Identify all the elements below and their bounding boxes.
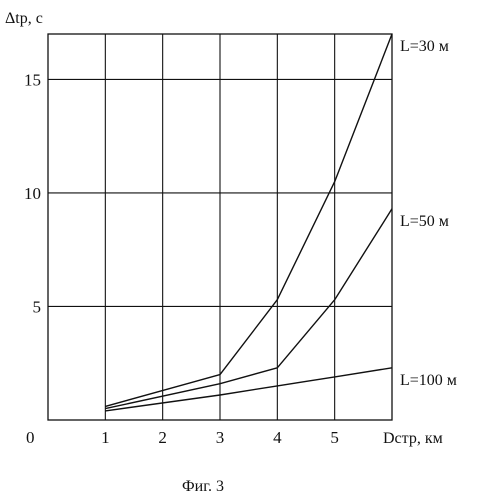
series-label-1: L=30 м xyxy=(400,38,449,55)
series-labels: L=30 м L=50 м L=100 м xyxy=(400,38,457,389)
x-tick-label: 1 xyxy=(101,428,110,447)
series-line-3 xyxy=(105,368,392,411)
series-label-2: L=50 м xyxy=(400,213,449,230)
tick-labels: 1 2 3 4 5 5 10 15 xyxy=(24,70,339,447)
x-tick-label: 4 xyxy=(273,428,282,447)
series-lines xyxy=(105,34,392,411)
x-tick-label: 3 xyxy=(216,428,225,447)
y-tick-label: 5 xyxy=(33,297,42,316)
origin-label: 0 xyxy=(26,428,35,447)
series-line-1 xyxy=(105,34,392,406)
x-axis-label: Dстр, км xyxy=(383,430,443,447)
x-tick-label: 5 xyxy=(330,428,339,447)
x-tick-label: 2 xyxy=(158,428,167,447)
series-line-2 xyxy=(105,209,392,409)
grid xyxy=(48,34,392,420)
y-axis-label: Δtр, с xyxy=(5,10,43,27)
y-tick-label: 10 xyxy=(24,184,41,203)
series-label-3: L=100 м xyxy=(400,372,457,389)
figure-caption: Фиг. 3 xyxy=(182,478,224,495)
y-tick-label: 15 xyxy=(24,70,41,89)
